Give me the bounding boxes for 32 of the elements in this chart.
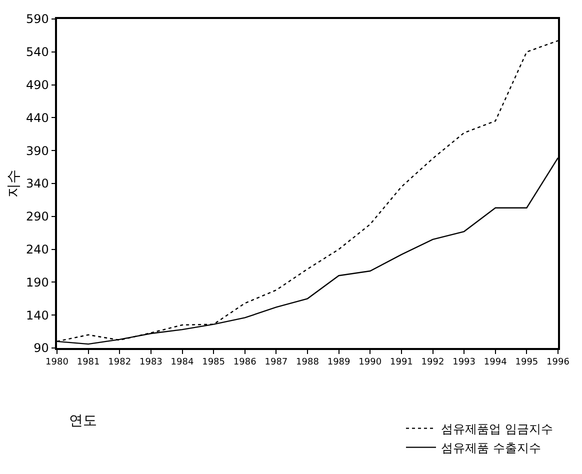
y-tick-label: 390 — [26, 144, 49, 158]
y-axis-title: 지수 — [6, 170, 22, 198]
y-tick-label: 590 — [26, 12, 49, 26]
x-tick-label: 1993 — [452, 358, 476, 368]
x-tick-label: 1996 — [546, 358, 570, 368]
y-tick-label: 90 — [34, 341, 49, 356]
x-tick-label: 1985 — [202, 358, 226, 368]
x-tick-label: 1991 — [390, 358, 413, 368]
x-tick-label: 1981 — [76, 358, 100, 368]
x-tick-label: 1995 — [515, 358, 538, 368]
x-tick-label: 1984 — [170, 358, 194, 368]
y-tick-label: 290 — [26, 210, 49, 224]
x-tick-label: 1992 — [421, 358, 444, 368]
x-tick-label: 1982 — [108, 358, 132, 368]
legend-label: 섬유제품 수출지수 — [441, 440, 541, 455]
y-tick-label: 440 — [26, 110, 49, 125]
x-tick-label: 1983 — [139, 358, 162, 368]
x-tick-label: 1986 — [233, 358, 257, 368]
y-tick-label: 340 — [26, 176, 49, 191]
y-tick-label: 140 — [26, 308, 49, 322]
x-tick-label: 1994 — [484, 358, 508, 368]
x-tick-label: 1980 — [46, 358, 69, 368]
x-tick-label: 1988 — [296, 358, 320, 368]
y-tick-label: 540 — [26, 45, 49, 60]
x-tick-label: 1987 — [264, 358, 288, 368]
y-tick-label: 190 — [26, 275, 49, 290]
y-tick-label: 240 — [26, 242, 49, 256]
x-tick-label: 1990 — [358, 358, 382, 368]
x-axis-title: 연도 — [69, 413, 97, 429]
x-tick-label: 1989 — [327, 358, 351, 368]
legend-label: 섬유제품업 임금지수 — [441, 422, 553, 436]
y-tick-label: 490 — [26, 78, 49, 92]
